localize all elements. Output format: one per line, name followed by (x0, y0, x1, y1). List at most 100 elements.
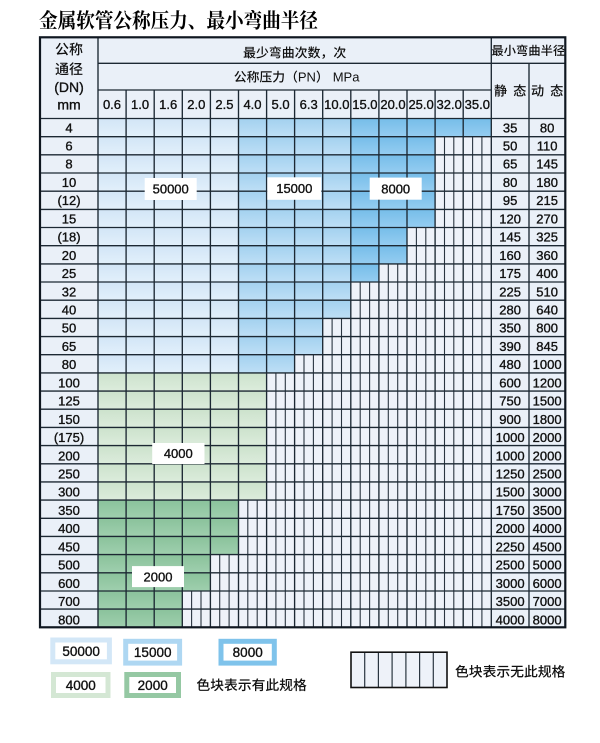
svg-text:35: 35 (503, 120, 517, 135)
svg-text:1000: 1000 (496, 448, 525, 463)
svg-text:50000: 50000 (62, 644, 100, 659)
svg-text:8000: 8000 (381, 181, 410, 196)
svg-text:1.0: 1.0 (131, 97, 149, 112)
svg-text:180: 180 (536, 175, 558, 190)
svg-text:32.0: 32.0 (437, 97, 462, 112)
svg-text:400: 400 (536, 266, 558, 281)
svg-text:150: 150 (58, 412, 80, 427)
svg-text:845: 845 (536, 339, 558, 354)
svg-text:PN: PN (298, 70, 316, 85)
svg-text:1250: 1250 (496, 467, 525, 482)
svg-text:65: 65 (503, 157, 517, 172)
svg-text:MPa: MPa (333, 70, 361, 85)
svg-text:5.0: 5.0 (272, 97, 290, 112)
svg-text:25.0: 25.0 (408, 97, 433, 112)
svg-text:640: 640 (536, 303, 558, 318)
svg-text:145: 145 (499, 230, 521, 245)
svg-text:225: 225 (499, 284, 521, 299)
svg-text:750: 750 (499, 394, 521, 409)
svg-text:125: 125 (58, 394, 80, 409)
svg-text:250: 250 (58, 467, 80, 482)
svg-text:2000: 2000 (144, 569, 173, 584)
svg-text:8000: 8000 (233, 645, 263, 660)
svg-text:145: 145 (536, 157, 558, 172)
svg-text:2.0: 2.0 (187, 97, 205, 112)
svg-text:900: 900 (499, 412, 521, 427)
svg-text:100: 100 (58, 375, 80, 390)
svg-text:110: 110 (537, 139, 558, 154)
svg-text:4500: 4500 (533, 539, 562, 554)
svg-text:2000: 2000 (496, 521, 525, 536)
svg-text:8: 8 (65, 157, 72, 172)
svg-text:600: 600 (499, 375, 521, 390)
svg-text:2500: 2500 (496, 558, 525, 573)
svg-text:6.3: 6.3 (300, 97, 318, 112)
svg-text:50: 50 (62, 321, 76, 336)
svg-text:2000: 2000 (138, 678, 168, 693)
svg-text:6000: 6000 (533, 576, 562, 591)
svg-text:360: 360 (536, 248, 558, 263)
svg-text:15: 15 (62, 211, 76, 226)
svg-text:(12): (12) (57, 193, 80, 208)
svg-text:10.0: 10.0 (324, 97, 349, 112)
svg-text:4000: 4000 (533, 521, 562, 536)
svg-text:6: 6 (65, 139, 72, 154)
svg-text:1800: 1800 (533, 412, 562, 427)
svg-text:8000: 8000 (533, 612, 562, 627)
svg-text:4.0: 4.0 (243, 97, 261, 112)
svg-text:2000: 2000 (533, 430, 562, 445)
svg-text:215: 215 (536, 193, 558, 208)
svg-text:1.6: 1.6 (159, 97, 177, 112)
svg-text:175: 175 (499, 266, 521, 281)
svg-text:2000: 2000 (533, 448, 562, 463)
svg-text:800: 800 (536, 321, 558, 336)
svg-text:15.0: 15.0 (352, 97, 377, 112)
svg-text:600: 600 (58, 576, 80, 591)
svg-text:15000: 15000 (276, 181, 312, 196)
svg-text:4000: 4000 (164, 446, 193, 461)
svg-text:350: 350 (499, 321, 521, 336)
svg-text:10: 10 (62, 175, 76, 190)
svg-text:1500: 1500 (496, 485, 525, 500)
svg-text:95: 95 (503, 193, 517, 208)
svg-text:5000: 5000 (533, 558, 562, 573)
svg-text:510: 510 (536, 284, 558, 299)
svg-text:mm: mm (57, 97, 80, 113)
svg-text:1200: 1200 (533, 375, 562, 390)
svg-text:350: 350 (58, 503, 80, 518)
svg-text:700: 700 (58, 594, 80, 609)
svg-text:40: 40 (62, 303, 76, 318)
svg-text:800: 800 (58, 612, 80, 627)
svg-text:80: 80 (62, 357, 76, 372)
svg-text:3500: 3500 (496, 594, 525, 609)
svg-text:160: 160 (499, 248, 521, 263)
svg-text:15000: 15000 (134, 645, 172, 660)
svg-text:325: 325 (536, 230, 558, 245)
svg-text:300: 300 (58, 485, 80, 500)
svg-text:270: 270 (536, 211, 558, 226)
svg-text:3000: 3000 (533, 485, 562, 500)
svg-text:1000: 1000 (496, 430, 525, 445)
svg-text:(18): (18) (57, 230, 80, 245)
svg-text:4: 4 (65, 120, 72, 135)
svg-text:1000: 1000 (533, 357, 562, 372)
svg-text:65: 65 (62, 339, 76, 354)
svg-text:(175): (175) (54, 430, 84, 445)
svg-text:3500: 3500 (533, 503, 562, 518)
svg-text:2.5: 2.5 (215, 97, 233, 112)
svg-text:0.6: 0.6 (103, 97, 121, 112)
svg-text:1500: 1500 (533, 394, 562, 409)
svg-text:120: 120 (499, 211, 521, 226)
svg-text:80: 80 (540, 120, 554, 135)
svg-text:80: 80 (503, 175, 517, 190)
svg-text:280: 280 (499, 303, 521, 318)
svg-text:400: 400 (58, 521, 80, 536)
svg-text:50: 50 (503, 139, 517, 154)
svg-text:25: 25 (62, 266, 76, 281)
svg-text:3000: 3000 (496, 576, 525, 591)
svg-text:200: 200 (58, 448, 80, 463)
svg-text:20.0: 20.0 (380, 97, 405, 112)
svg-text:32: 32 (62, 284, 76, 299)
svg-text:20: 20 (62, 248, 76, 263)
svg-text:2250: 2250 (496, 539, 525, 554)
